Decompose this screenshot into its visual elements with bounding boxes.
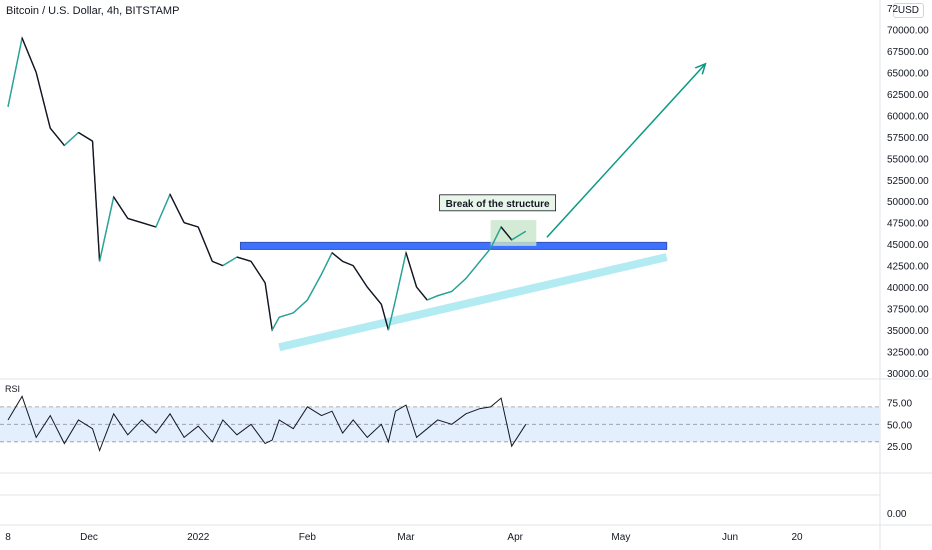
price-tick-label: 32500.00: [887, 348, 929, 359]
time-tick-label: 20: [791, 532, 803, 543]
price-segment: [113, 196, 129, 219]
price-segment: [405, 252, 418, 288]
price-tick-label: 60000.00: [887, 111, 929, 122]
price-segment: [380, 304, 390, 331]
series-layer: [7, 36, 527, 453]
price-segment: [320, 252, 333, 275]
annotation-front-layer: Break of the structure: [439, 62, 707, 238]
price-segment: [352, 265, 368, 288]
price-tick-label: 45000.00: [887, 240, 929, 251]
price-tick-label-top: 72: [887, 4, 899, 15]
price-segment: [426, 295, 438, 301]
volume-zero-label: 0.00: [887, 509, 907, 520]
time-tick-label: 8: [5, 532, 11, 543]
price-tick-label: 62500.00: [887, 90, 929, 101]
rsi-tick-label: 50.00: [887, 420, 912, 431]
price-segment: [169, 194, 185, 224]
projection-arrow: [546, 63, 706, 238]
price-segment: [155, 194, 171, 228]
price-tick-label: 70000.00: [887, 25, 929, 36]
price-segment: [63, 132, 79, 146]
currency-badge[interactable]: USD: [892, 3, 924, 18]
price-segment: [183, 222, 199, 228]
price-tick-label: 35000.00: [887, 326, 929, 337]
price-segment: [91, 141, 101, 262]
time-tick-label: Jun: [722, 532, 738, 543]
price-segment: [500, 226, 513, 241]
price-segment: [387, 299, 397, 331]
break-label-box: [439, 194, 557, 212]
price-segment: [416, 286, 428, 301]
price-tick-label: 37500.00: [887, 305, 929, 316]
price-tick-label: 42500.00: [887, 262, 929, 273]
price-segment: [306, 273, 323, 301]
price-segment: [511, 230, 527, 241]
price-segment: [236, 256, 252, 263]
time-tick-label: Feb: [299, 532, 317, 543]
price-segment: [222, 256, 238, 267]
price-segment: [197, 226, 213, 262]
price-segment: [465, 260, 481, 279]
rsi-tick-label: 25.00: [887, 442, 912, 453]
resistance-level: [239, 241, 668, 250]
price-segment: [437, 290, 453, 297]
price-segment: [7, 37, 23, 107]
price-segment: [451, 278, 467, 292]
break-label-text: Break of the structure: [446, 199, 550, 210]
price-segment: [394, 252, 407, 301]
time-tick-label: May: [611, 532, 630, 543]
rsi-series: [7, 395, 527, 453]
time-tick-label: Dec: [80, 532, 98, 543]
price-tick-label: 65000.00: [887, 68, 929, 79]
time-tick-label: 2022: [187, 532, 210, 543]
axes-layer: 70000.00 67500.00 65000.00 62500.00 60000.00…: [5, 4, 929, 543]
price-segment: [35, 72, 51, 129]
price-segment: [292, 299, 308, 314]
price-tick-label: 47500.00: [887, 219, 929, 230]
rsi-tick-label: 75.00: [887, 398, 912, 409]
price-tick-label: 40000.00: [887, 283, 929, 294]
price-segment: [127, 217, 143, 224]
price-segment: [212, 260, 224, 267]
price-series: [7, 36, 527, 332]
price-tick-label: 67500.00: [887, 47, 929, 58]
price-tick-label: 52500.00: [887, 176, 929, 187]
rsi-title: RSI: [5, 384, 20, 394]
annotation-back-layer: [239, 220, 668, 352]
price-segment: [49, 127, 65, 146]
price-segment: [342, 260, 354, 267]
price-tick-label: 55000.00: [887, 154, 929, 165]
price-segment: [141, 222, 157, 228]
support-trendline: [278, 253, 668, 352]
price-segment: [271, 316, 280, 331]
break-label: Break of the structure: [439, 194, 557, 212]
time-tick-label: Mar: [397, 532, 415, 543]
symbol-title: Bitcoin / U.S. Dollar, 4h, BITSTAMP: [6, 5, 180, 17]
projection-arrow-head: [694, 62, 707, 75]
price-segment: [366, 286, 382, 305]
price-segment: [479, 248, 492, 262]
price-segment: [98, 196, 115, 262]
rsi-band: [0, 406, 880, 442]
price-tick-label: 30000.00: [887, 369, 929, 380]
price-segment: [489, 226, 502, 249]
price-segment: [21, 37, 37, 73]
rsi-band-layer: [0, 406, 880, 443]
price-tick-label: 57500.00: [887, 133, 929, 144]
price-segment: [250, 260, 266, 284]
price-segment: [279, 312, 294, 318]
time-tick-label: Apr: [507, 532, 523, 543]
price-segment: [331, 252, 344, 262]
price-segment: [78, 131, 93, 142]
price-segment: [264, 282, 273, 331]
price-tick-label: 50000.00: [887, 197, 929, 208]
